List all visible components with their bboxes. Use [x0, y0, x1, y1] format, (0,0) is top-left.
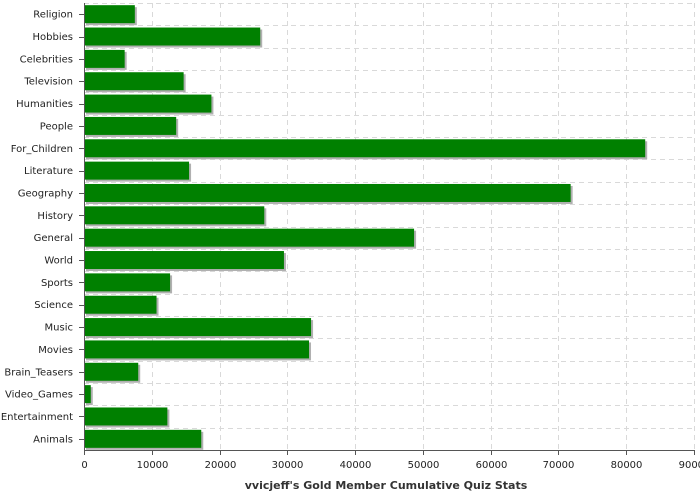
x-tick-label: 60000 [476, 460, 508, 471]
y-tick-label: World [44, 256, 73, 267]
x-tick-label: 0 [81, 460, 87, 471]
grid-lines [84, 3, 695, 451]
y-tick-label: Geography [18, 188, 73, 199]
bar-video-games [84, 385, 91, 404]
bar-hobbies [84, 27, 261, 46]
y-tick-label: Music [45, 323, 73, 334]
x-tick-label: 50000 [408, 460, 440, 471]
y-tick-label: Brain_Teasers [4, 367, 73, 378]
bar-world [84, 251, 284, 270]
x-tick-label: 80000 [611, 460, 643, 471]
y-tick-label: Video_Games [5, 390, 73, 401]
bar-celebrities [84, 49, 125, 68]
y-tick-label: Literature [24, 166, 73, 177]
y-tick-label: People [40, 121, 73, 132]
y-tick-label: Movies [38, 345, 73, 356]
bar-animals [84, 429, 202, 448]
y-tick-label: Religion [33, 10, 73, 21]
bar-television [84, 72, 184, 91]
bar-brain-teasers [84, 362, 139, 381]
x-tick-label: 30000 [272, 460, 304, 471]
x-axis-title: vvicjeff's Gold Member Cumulative Quiz S… [245, 479, 528, 492]
bar-humanities [84, 94, 212, 113]
bar-for-children [84, 139, 646, 158]
bar-movies [84, 340, 310, 359]
y-tick-label: Entertainment [1, 412, 73, 423]
bar-entertainment [84, 407, 168, 426]
y-tick-label: Animals [33, 434, 73, 445]
y-tick-label: For_Children [11, 144, 73, 155]
tick-labels: 0 10000 20000 30000 40000 50000 60000 70000 8000… [1, 10, 700, 471]
x-tick-label: 90000 [679, 460, 700, 471]
axes [79, 3, 695, 455]
y-tick-label: Sports [41, 278, 73, 289]
x-tick-label: 40000 [340, 460, 372, 471]
bar-people [84, 116, 177, 135]
y-tick-label: History [37, 211, 73, 222]
x-tick-label: 70000 [543, 460, 575, 471]
bar-literature [84, 161, 190, 180]
bar-geography [84, 183, 571, 202]
bar-general [84, 228, 415, 247]
bar-music [84, 318, 312, 337]
bar-history [84, 206, 265, 225]
bar-religion [84, 5, 135, 24]
y-tick-label: Television [23, 77, 73, 88]
y-tick-label: General [34, 233, 73, 244]
y-tick-label: Celebrities [20, 54, 73, 65]
bar-sports [84, 273, 171, 292]
y-tick-label: Humanities [16, 99, 73, 110]
bar-science [84, 295, 157, 314]
bars [84, 5, 648, 450]
y-tick-label: Science [34, 300, 73, 311]
x-tick-label: 20000 [205, 460, 237, 471]
x-tick-label: 10000 [137, 460, 169, 471]
y-tick-label: Hobbies [33, 32, 73, 43]
